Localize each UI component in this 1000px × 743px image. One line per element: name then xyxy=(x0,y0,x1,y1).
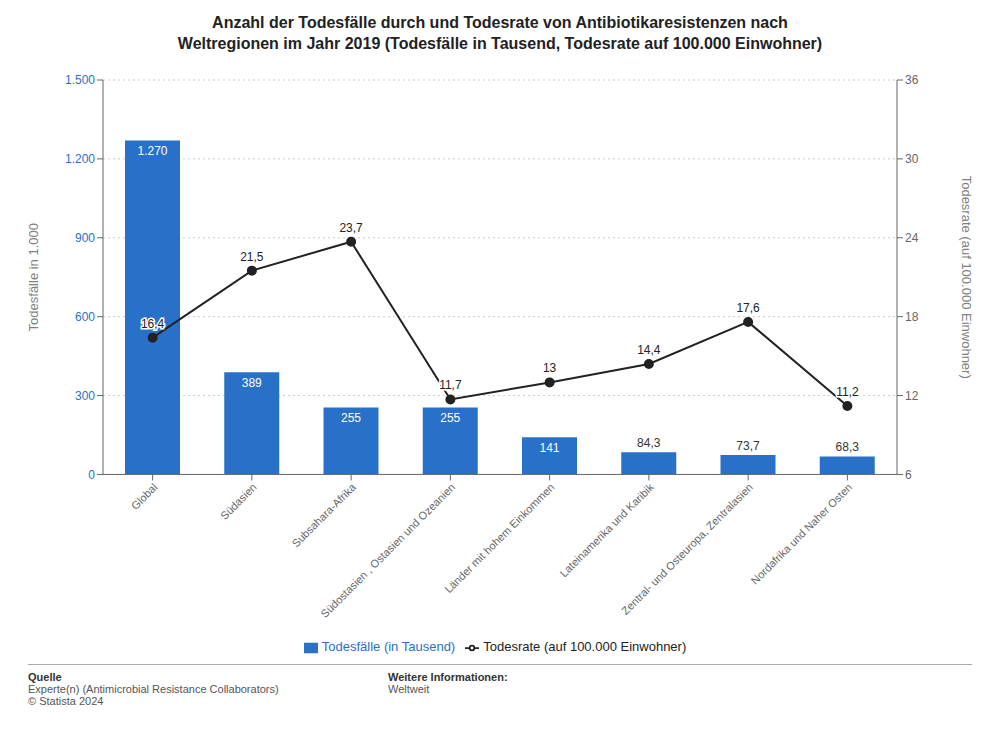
svg-text:18: 18 xyxy=(905,310,919,324)
svg-text:14,4: 14,4 xyxy=(637,343,661,357)
svg-text:36: 36 xyxy=(905,73,919,87)
svg-text:Global: Global xyxy=(129,481,160,512)
svg-text:Nordafrika und Naher Osten: Nordafrika und Naher Osten xyxy=(749,481,855,587)
svg-text:21,5: 21,5 xyxy=(240,250,264,264)
svg-text:255: 255 xyxy=(440,411,460,425)
svg-text:11,2: 11,2 xyxy=(836,385,859,399)
html-text:Weltregionen im Jahr 2019 (Tod: Weltregionen im Jahr 2019 (Todesfälle in… xyxy=(177,35,823,52)
svg-text:Todesrate (auf 100.000 Einwohn: Todesrate (auf 100.000 Einwohner) xyxy=(959,176,974,379)
html-text:Todesrate (auf 100.000 Einwohn: Todesrate (auf 100.000 Einwohner) xyxy=(483,639,687,655)
svg-text:Südasien: Südasien xyxy=(218,481,259,522)
svg-text:73,7: 73,7 xyxy=(736,439,760,453)
svg-text:1.270: 1.270 xyxy=(137,144,167,158)
svg-text:Lateinamerika und Karibik: Lateinamerika und Karibik xyxy=(557,481,656,580)
svg-text:1.500: 1.500 xyxy=(65,73,95,87)
svg-text:12: 12 xyxy=(905,389,919,403)
html-text:Weitere Informationen:: Weitere Informationen: xyxy=(388,671,508,683)
html-text:Quelle: Quelle xyxy=(28,671,62,683)
svg-text:84,3: 84,3 xyxy=(637,436,661,450)
svg-text:6: 6 xyxy=(905,468,912,482)
svg-text:600: 600 xyxy=(75,310,95,324)
svg-text:Südostasien , Ostasien und Oze: Südostasien , Ostasien und Ozeanien xyxy=(318,481,457,620)
svg-text:0: 0 xyxy=(88,468,95,482)
html-text:Experte(n) (Antimicrobial Resi: Experte(n) (Antimicrobial Resistance Col… xyxy=(28,683,279,695)
svg-text:16,4: 16,4 xyxy=(141,317,165,331)
svg-text:Subsahara-Afrika: Subsahara-Afrika xyxy=(289,480,358,549)
svg-text:11,7: 11,7 xyxy=(439,378,462,392)
svg-text:900: 900 xyxy=(75,231,95,245)
svg-text:255: 255 xyxy=(341,411,361,425)
svg-text:13: 13 xyxy=(543,361,557,375)
svg-text:30: 30 xyxy=(905,152,919,166)
html-text:Weltweit: Weltweit xyxy=(388,683,430,695)
html-text:Todesfälle (in Tausend): Todesfälle (in Tausend) xyxy=(321,639,456,655)
svg-text:1.200: 1.200 xyxy=(65,152,95,166)
svg-text:23,7: 23,7 xyxy=(339,221,363,235)
svg-text:24: 24 xyxy=(905,231,919,245)
svg-text:68,3: 68,3 xyxy=(836,440,860,454)
html-text:Anzahl der Todesfälle durch un: Anzahl der Todesfälle durch und Todesrat… xyxy=(212,14,788,31)
svg-text:Todesfälle in 1.000: Todesfälle in 1.000 xyxy=(26,223,41,331)
svg-text:300: 300 xyxy=(75,389,95,403)
svg-text:17,6: 17,6 xyxy=(736,301,760,315)
svg-text:Zentral- und Osteuropa, Zentra: Zentral- und Osteuropa, Zentralasien xyxy=(619,481,755,617)
svg-text:Länder mit hohem Einkommen: Länder mit hohem Einkommen xyxy=(442,481,556,595)
svg-text:389: 389 xyxy=(242,376,262,390)
html-text:© Statista 2024: © Statista 2024 xyxy=(28,695,104,707)
svg-text:141: 141 xyxy=(539,441,559,455)
